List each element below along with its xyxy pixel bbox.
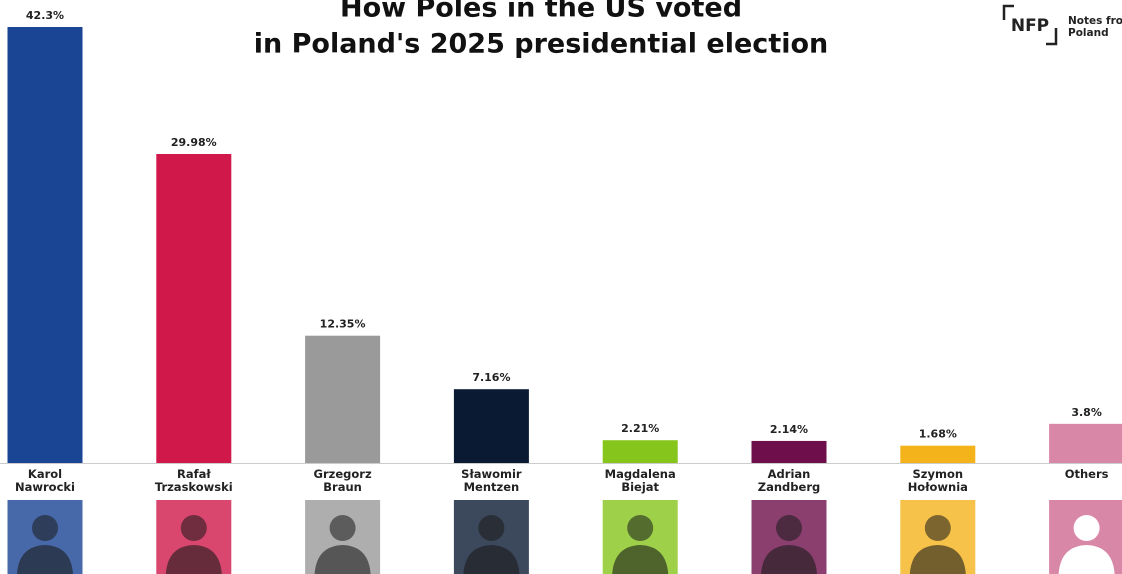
portrait xyxy=(900,500,976,574)
chart-title: in Poland's 2025 presidential election xyxy=(254,29,829,60)
category-label: Szymon Hołownia xyxy=(907,467,968,494)
portrait-body xyxy=(909,545,966,574)
portrait-body xyxy=(761,545,817,574)
value-label: 2.14% xyxy=(770,423,808,436)
category-label: Magdalena Biejat xyxy=(604,467,676,494)
logo-text: Poland xyxy=(1068,27,1109,39)
portrait-body xyxy=(165,545,222,574)
logo-mark: NFP xyxy=(1011,16,1049,36)
category-label: Adrian Zandberg xyxy=(757,467,821,494)
value-label: 1.68% xyxy=(919,428,957,441)
category-label: Sławomir Mentzen xyxy=(461,467,522,494)
portrait-head xyxy=(32,515,58,541)
portrait-body xyxy=(17,545,73,574)
portrait xyxy=(305,500,381,574)
value-label: 29.98% xyxy=(171,136,217,149)
portrait-head xyxy=(478,515,505,541)
value-label: 12.35% xyxy=(320,318,366,331)
logo-bracket xyxy=(1002,4,1058,46)
chart-title: How Poles in the US voted xyxy=(340,0,742,24)
portrait-head xyxy=(180,515,207,541)
portrait xyxy=(751,500,827,574)
portrait-head xyxy=(627,515,654,541)
portrait xyxy=(156,500,232,574)
portrait xyxy=(602,500,678,574)
portrait xyxy=(453,500,529,574)
portrait xyxy=(1049,500,1122,574)
category-label: Grzegorz Braun xyxy=(313,467,372,494)
category-label: Rafał Trzaskowski xyxy=(154,467,233,494)
portrait-head xyxy=(776,515,802,541)
category-label: Others xyxy=(1064,467,1109,481)
value-label: 42.3% xyxy=(26,9,64,22)
bar xyxy=(602,440,678,463)
bar xyxy=(305,335,381,463)
portrait-body xyxy=(1058,545,1115,574)
bar xyxy=(900,445,976,463)
portrait-body xyxy=(612,545,669,574)
bar xyxy=(156,153,232,464)
bar xyxy=(1049,423,1122,463)
portrait-head xyxy=(1073,515,1100,541)
logo: NFP Notes from Poland xyxy=(1002,4,1122,46)
value-label: 7.16% xyxy=(472,371,510,384)
portrait xyxy=(7,500,83,574)
bar xyxy=(751,440,827,463)
portrait-body xyxy=(463,545,520,574)
bar xyxy=(453,389,529,463)
logo-text: Notes from xyxy=(1068,15,1122,27)
value-label: 3.8% xyxy=(1071,406,1102,419)
portrait-head xyxy=(329,515,356,541)
portrait-body xyxy=(314,545,371,574)
category-label: Karol Nawrocki xyxy=(15,467,75,494)
portrait-head xyxy=(924,515,951,541)
bar xyxy=(7,27,83,463)
value-label: 2.21% xyxy=(621,422,659,435)
